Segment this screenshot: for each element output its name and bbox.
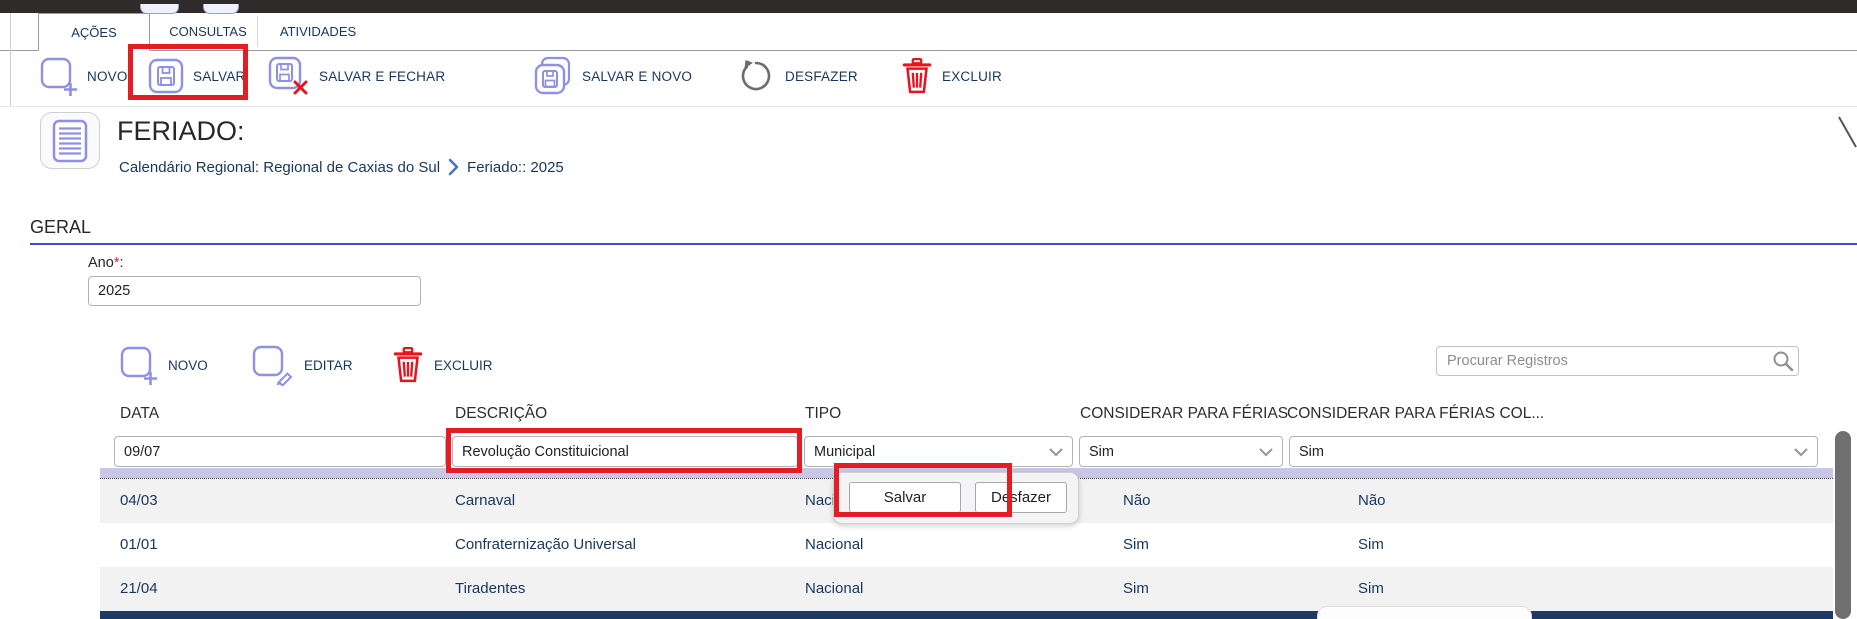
table-row[interactable]: 21/04 Tiradentes Nacional Sim Sim xyxy=(100,567,1833,611)
column-header-considerar-ferias-col[interactable]: CONSIDERAR PARA FÉRIAS COL... xyxy=(1287,405,1545,422)
page-title: FERIADO: xyxy=(117,116,245,146)
bottom-row-edge xyxy=(100,611,1833,619)
search-box xyxy=(1436,346,1799,376)
cell-tipo: Nacional xyxy=(805,580,864,597)
required-asterisk: * xyxy=(113,255,120,271)
cell-considerar-ferias-col: Sim xyxy=(1358,580,1384,597)
tabstrip-divider xyxy=(0,50,1857,51)
search-input[interactable] xyxy=(1437,353,1768,369)
toolbar-divider xyxy=(0,106,1857,107)
window-left-edge xyxy=(10,13,11,106)
edit-pencil-icon xyxy=(252,345,293,386)
tab-acoes-label: AÇÕES xyxy=(71,24,117,40)
section-title-geral: GERAL xyxy=(30,217,92,237)
column-header-data[interactable]: DATA xyxy=(120,405,160,422)
cell-considerar-ferias: Sim xyxy=(1123,536,1149,553)
cell-descricao: Tiradentes xyxy=(455,580,526,597)
edit-considerar-ferias-col-value: Sim xyxy=(1299,443,1324,460)
cell-descricao: Confraternização Universal xyxy=(455,536,636,553)
collapse-panel-icon[interactable] xyxy=(1836,114,1857,155)
grid-novo-button[interactable]: NOVO xyxy=(118,345,208,385)
ano-input[interactable] xyxy=(88,276,421,306)
chevron-down-icon xyxy=(1259,447,1273,457)
inline-desfazer-button[interactable]: Desfazer xyxy=(975,482,1067,513)
salvar-button-label: SALVAR xyxy=(193,68,246,84)
cell-descricao: Carnaval xyxy=(455,492,516,509)
salvar-e-fechar-button-label: SALVAR E FECHAR xyxy=(319,68,446,84)
new-record-icon xyxy=(40,57,77,96)
table-row[interactable]: 01/01 Confraternização Universal Naciona… xyxy=(100,523,1833,567)
inline-save-popup: Salvar Desfazer xyxy=(833,472,1079,524)
breadcrumb: Calendário Regional: Regional de Caxias … xyxy=(119,158,564,176)
document-icon xyxy=(52,119,88,162)
bottom-popup-top-edge xyxy=(1317,606,1532,619)
tab-separator xyxy=(257,16,258,47)
browser-top-bar xyxy=(0,0,1857,13)
tab-acoes[interactable]: AÇÕES xyxy=(38,13,150,51)
edit-data-input[interactable] xyxy=(114,436,446,467)
cell-tipo: Nacional xyxy=(805,536,864,553)
grid-novo-label: NOVO xyxy=(168,357,208,373)
section-underline xyxy=(30,243,1857,245)
column-header-descricao[interactable]: DESCRIÇÃO xyxy=(455,405,548,422)
ano-field-label: Ano*: xyxy=(88,255,124,271)
edit-considerar-ferias-col-dropdown[interactable]: Sim xyxy=(1289,436,1818,467)
edit-tipo-value: Municipal xyxy=(814,443,876,460)
edit-tipo-dropdown[interactable]: Municipal xyxy=(804,436,1073,467)
column-header-tipo[interactable]: TIPO xyxy=(805,405,842,422)
chevron-down-icon xyxy=(1794,447,1808,457)
save-new-icon xyxy=(534,56,571,95)
search-icon xyxy=(1773,351,1794,372)
tab-consultas[interactable]: CONSULTAS xyxy=(160,13,256,50)
grid-excluir-button[interactable]: EXCLUIR xyxy=(392,345,493,385)
salvar-e-novo-button[interactable]: SALVAR E NOVO xyxy=(533,54,692,98)
salvar-button[interactable]: SALVAR xyxy=(148,54,245,98)
cell-data: 21/04 xyxy=(120,580,158,597)
desfazer-button-label: DESFAZER xyxy=(785,68,858,84)
cell-considerar-ferias: Sim xyxy=(1123,580,1149,597)
topbar-button-remnant xyxy=(203,4,239,14)
chevron-down-icon xyxy=(1049,447,1063,457)
edit-descricao-input[interactable] xyxy=(452,436,798,467)
tab-consultas-label: CONSULTAS xyxy=(169,24,247,39)
salvar-e-novo-button-label: SALVAR E NOVO xyxy=(582,68,693,84)
novo-button[interactable]: NOVO xyxy=(38,54,128,98)
column-header-considerar-ferias[interactable]: CONSIDERAR PARA FÉRIAS xyxy=(1080,405,1289,422)
breadcrumb-chevron-icon xyxy=(448,158,459,176)
save-close-icon xyxy=(268,56,308,95)
cell-considerar-ferias-col: Sim xyxy=(1358,536,1384,553)
feriado-record-icon xyxy=(40,112,100,169)
save-icon xyxy=(148,58,184,94)
desfazer-button[interactable]: DESFAZER xyxy=(736,54,858,98)
cell-data: 01/01 xyxy=(120,536,158,553)
edit-considerar-ferias-value: Sim xyxy=(1089,443,1114,460)
grid-excluir-label: EXCLUIR xyxy=(434,357,493,373)
cell-considerar-ferias-col: Não xyxy=(1358,492,1386,509)
edit-considerar-ferias-dropdown[interactable]: Sim xyxy=(1079,436,1283,467)
cell-data: 04/03 xyxy=(120,492,158,509)
tab-atividades-label: ATIVIDADES xyxy=(279,24,357,39)
cell-considerar-ferias: Não xyxy=(1123,492,1151,509)
undo-icon xyxy=(741,60,771,91)
breadcrumb-current: Feriado:: 2025 xyxy=(467,158,564,176)
excluir-button-label: EXCLUIR xyxy=(942,68,1002,84)
novo-button-label: NOVO xyxy=(87,68,128,84)
tab-atividades[interactable]: ATIVIDADES xyxy=(272,13,364,50)
grid-trash-icon xyxy=(393,346,423,383)
topbar-button-remnant xyxy=(140,4,179,14)
grid-editar-label: EDITAR xyxy=(304,357,353,373)
grid-editar-button[interactable]: EDITAR xyxy=(250,345,353,386)
salvar-e-fechar-button[interactable]: SALVAR E FECHAR xyxy=(268,54,445,98)
trash-icon xyxy=(902,57,932,94)
search-button[interactable] xyxy=(1768,349,1798,373)
vertical-scrollbar[interactable] xyxy=(1835,431,1851,619)
breadcrumb-parent-link[interactable]: Calendário Regional: Regional de Caxias … xyxy=(119,158,441,176)
excluir-button[interactable]: EXCLUIR xyxy=(901,54,1002,98)
grid-new-icon xyxy=(120,346,157,385)
inline-salvar-button[interactable]: Salvar xyxy=(849,482,961,513)
